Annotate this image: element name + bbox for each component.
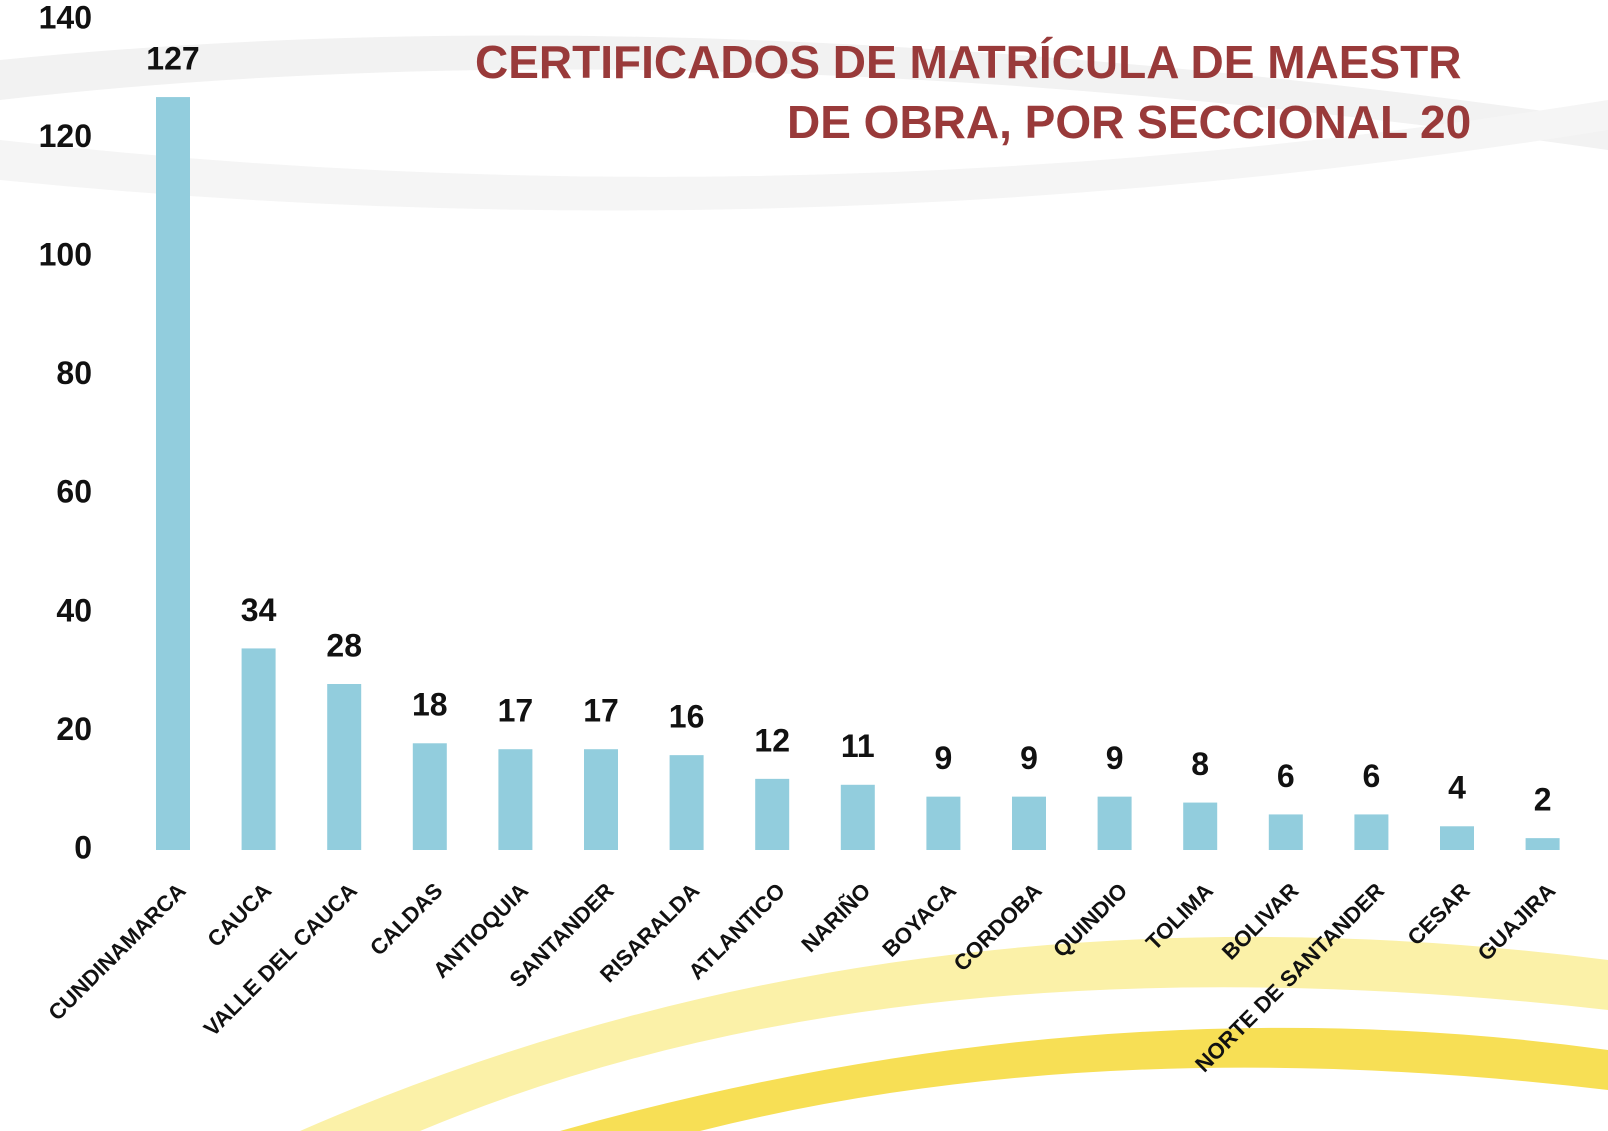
bar [1012,796,1046,850]
y-tick-label: 0 [74,829,92,865]
bar [1097,796,1132,850]
bar [156,97,190,851]
data-label: 6 [1363,758,1381,794]
bar [1354,814,1389,850]
swoosh [300,936,1608,1131]
bar [840,784,875,850]
bar [241,648,276,850]
data-label: 34 [241,592,277,628]
data-label: 9 [1106,740,1124,776]
data-label: 11 [841,728,875,764]
y-tick-label: 20 [56,711,92,747]
y-tick-label: 140 [39,0,92,35]
bar [926,796,961,850]
chart-title: CERTIFICADOS DE MATRÍCULA DE MAESTR [475,36,1461,88]
data-label: 6 [1277,758,1295,794]
bar [755,778,790,850]
bar [1183,802,1218,850]
chart-title: DE OBRA, POR SECCIONAL 20 [787,96,1471,148]
swoosh [0,35,1608,150]
y-tick-label: 40 [56,592,92,628]
y-tick-label: 100 [39,237,92,273]
data-label: 9 [935,740,953,776]
data-label: 127 [146,41,199,77]
bar [327,684,362,850]
swoosh [560,1027,1608,1131]
data-label: 12 [754,722,790,758]
data-label: 28 [326,627,362,663]
bar [1440,826,1474,850]
bar [584,749,618,850]
y-tick-label: 60 [56,474,92,510]
data-label: 8 [1191,746,1209,782]
data-label: 17 [583,693,619,729]
data-label: 17 [498,693,534,729]
data-label: 9 [1020,740,1038,776]
y-tick-label: 80 [56,355,92,391]
data-label: 18 [412,687,448,723]
y-tick-label: 120 [39,118,92,154]
data-label: 2 [1534,782,1552,818]
bar [1268,814,1303,850]
data-label: 4 [1448,770,1466,806]
bar [669,755,704,850]
bar [1525,838,1560,850]
bar [498,749,533,850]
data-label: 16 [669,699,705,735]
bar [412,743,447,850]
swoosh [0,100,1608,211]
